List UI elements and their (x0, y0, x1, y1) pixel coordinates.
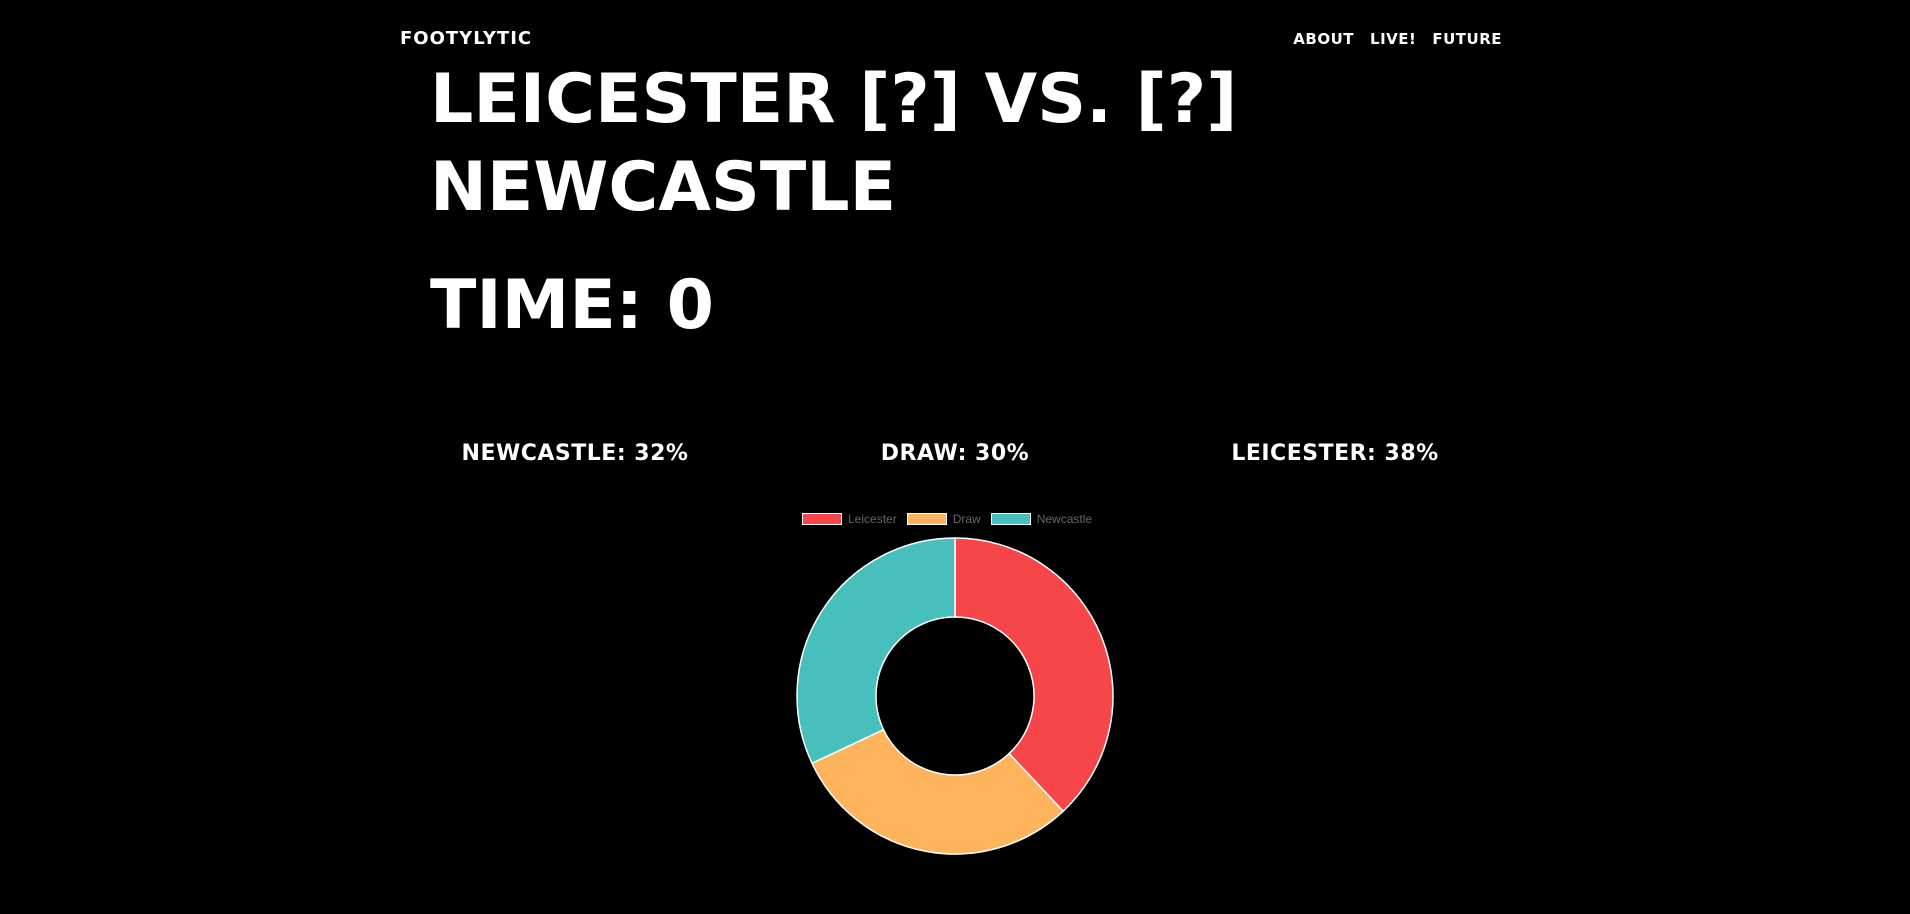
top-nav: ABOUT LIVE! FUTURE (1293, 30, 1502, 48)
legend-item-draw[interactable]: Draw (906, 512, 981, 526)
legend-swatch-leicester (802, 513, 842, 525)
match-title: LEICESTER [?] VS. [?] NEWCASTLE (430, 60, 1238, 227)
nav-about-link[interactable]: ABOUT (1293, 30, 1355, 48)
legend-item-leicester[interactable]: Leicester (802, 512, 897, 526)
newcastle-probability: NEWCASTLE: 32% (461, 441, 689, 466)
legend-swatch-newcastle (990, 513, 1031, 525)
nav-live-link[interactable]: LIVE! (1370, 30, 1417, 48)
legend-swatch-draw (906, 513, 947, 525)
draw-probability: DRAW: 30% (880, 441, 1030, 466)
donut-slice-draw[interactable] (811, 728, 1065, 855)
outcome-doughnut-chart (796, 537, 1114, 855)
legend-label-newcastle: Newcastle (1036, 512, 1093, 526)
legend-label-draw: Draw (952, 512, 981, 526)
brand-logo[interactable]: FOOTYLYTIC (400, 28, 533, 49)
legend-item-newcastle[interactable]: Newcastle (990, 512, 1093, 526)
nav-future-link[interactable]: FUTURE (1432, 30, 1502, 48)
legend-label-leicester: Leicester (848, 512, 897, 526)
donut-slice-leicester[interactable] (954, 537, 1114, 813)
chart-legend: Leicester Draw Newcastle (802, 512, 1102, 526)
leicester-probability: LEICESTER: 38% (1231, 441, 1439, 466)
donut-slice-newcastle[interactable] (796, 537, 956, 765)
match-time: TIME: 0 (430, 266, 714, 345)
